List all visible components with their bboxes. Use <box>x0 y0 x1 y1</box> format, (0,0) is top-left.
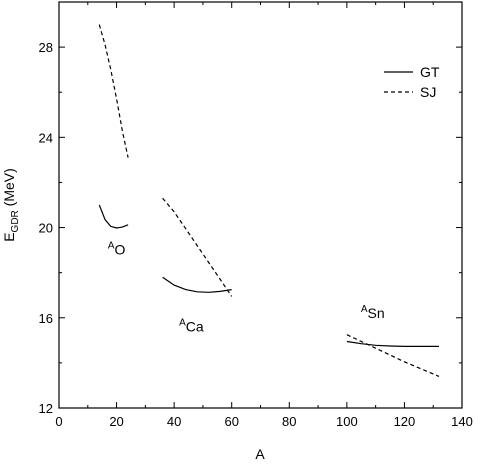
annotation-o: AO <box>108 241 126 258</box>
plot-frame <box>58 1 463 409</box>
x-tick-label: 140 <box>451 414 473 429</box>
legend-label-gt: GT <box>420 64 440 80</box>
plot-lines <box>98 24 440 377</box>
x-axis-label: A <box>255 446 265 462</box>
y-axis-label: EGDR (MeV) <box>1 168 21 242</box>
annotation-ca: ACa <box>179 317 204 334</box>
x-tick-label: 20 <box>109 414 123 429</box>
x-tick-label: 0 <box>55 414 62 429</box>
legend-label-sj: SJ <box>420 84 436 100</box>
series-line-sj <box>346 334 440 377</box>
x-tick-label: 100 <box>336 414 358 429</box>
x-tick-label: 60 <box>224 414 238 429</box>
series-line-gt <box>162 276 232 293</box>
y-axis-label-main: E <box>1 232 17 241</box>
series-line-sj <box>98 24 129 158</box>
y-tick-label: 12 <box>39 401 53 416</box>
y-tick-label: 16 <box>39 311 53 326</box>
y-tick-label: 28 <box>39 40 53 55</box>
series-line-gt <box>346 340 439 347</box>
series-line-sj <box>162 197 233 297</box>
y-tick-label: 20 <box>39 221 53 236</box>
annotation-sn: ASn <box>361 304 385 321</box>
axis-ticks: 0 20 40 60 80 100 120 140 12 16 20 24 28 <box>39 2 473 429</box>
y-axis-label-unit: (MeV) <box>1 168 17 210</box>
legend: GT SJ <box>384 64 440 100</box>
x-tick-label: 120 <box>394 414 416 429</box>
series-line-gt <box>98 204 129 229</box>
y-axis-label-sub: GDR <box>10 210 21 232</box>
y-tick-label: 24 <box>39 130 53 145</box>
annotations: AO ACa ASn <box>108 241 385 335</box>
x-tick-label: 80 <box>282 414 296 429</box>
x-tick-label: 40 <box>167 414 181 429</box>
